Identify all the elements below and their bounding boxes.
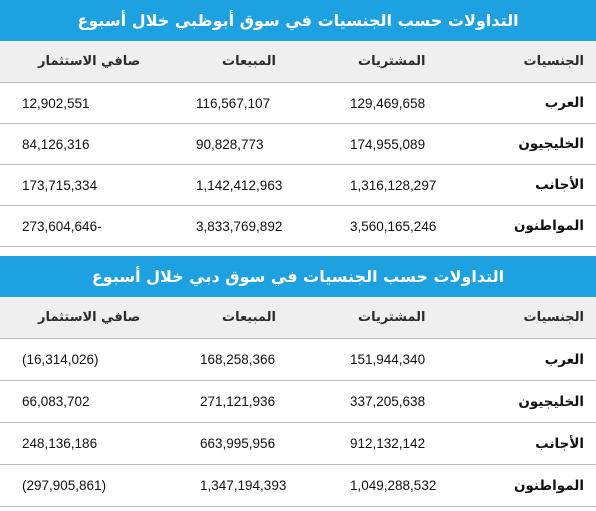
- dubai-table-block: التداولات حسب الجنسيات في سوق دبي خلال أ…: [0, 256, 596, 507]
- purchases-cell: 151,944,340: [350, 352, 426, 367]
- table-row: الخليجيون 174,955,089 90,828,773 84,126,…: [0, 124, 596, 165]
- table-row: الخليجيون 337,205,638 271,121,936 66,083…: [0, 381, 596, 423]
- header-nationality: الجنسيات: [523, 310, 585, 325]
- purchases-cell: 129,469,658: [350, 95, 426, 111]
- header-net: صافي الاستثمار: [38, 54, 141, 69]
- table-title: التداولات حسب الجنسيات في سوق دبي خلال أ…: [0, 256, 596, 297]
- sales-cell: 271,121,936: [200, 394, 276, 409]
- net-cell: (16,314,026): [22, 352, 99, 367]
- sales-cell: 90,828,773: [196, 136, 264, 152]
- table-row: الأجانب 912,132,142 663,995,956 248,136,…: [0, 423, 596, 465]
- nationality-cell: الخليجيون: [518, 136, 584, 152]
- table-title: التداولات حسب الجنسيات في سوق أبوظبي خلا…: [0, 0, 596, 41]
- table-row: المواطنون 3,560,165,246 3,833,769,892 27…: [0, 206, 596, 247]
- sales-cell: 1,142,412,963: [196, 177, 283, 193]
- table-row: المواطنون 1,049,288,532 1,347,194,393 (2…: [0, 465, 596, 507]
- nationality-cell: العرب: [544, 351, 584, 368]
- sales-cell: 1,347,194,393: [200, 478, 287, 493]
- sales-cell: 663,995,956: [200, 436, 276, 451]
- nationality-cell: الخليجيون: [518, 393, 584, 410]
- purchases-cell: 912,132,142: [350, 436, 426, 451]
- net-cell: (297,905,861): [22, 478, 107, 493]
- header-purchases: المشتريات: [358, 310, 426, 325]
- header-nationality: الجنسيات: [523, 54, 585, 69]
- nationality-cell: الأجانب: [535, 177, 584, 193]
- purchases-cell: 1,316,128,297: [350, 177, 437, 193]
- purchases-cell: 3,560,165,246: [350, 218, 437, 234]
- table-header-row: الجنسيات المشتريات المبيعات صافي الاستثم…: [0, 41, 596, 83]
- net-cell: 84,126,316: [22, 136, 90, 152]
- purchases-cell: 174,955,089: [350, 136, 426, 152]
- net-cell: 66,083,702: [22, 394, 90, 409]
- sales-cell: 116,567,107: [196, 95, 271, 111]
- sales-cell: 168,258,366: [200, 352, 276, 367]
- purchases-cell: 1,049,288,532: [350, 478, 437, 493]
- abu-dhabi-table-block: التداولات حسب الجنسيات في سوق أبوظبي خلا…: [0, 0, 596, 247]
- table-row: العرب 129,469,658 116,567,107 12,902,551: [0, 83, 596, 124]
- net-cell: 273,604,646-: [22, 218, 102, 234]
- table-row: الأجانب 1,316,128,297 1,142,412,963 173,…: [0, 165, 596, 206]
- nationality-cell: العرب: [544, 95, 584, 111]
- nationality-cell: الأجانب: [535, 435, 584, 452]
- net-cell: 248,136,186: [22, 436, 98, 451]
- data-table: الجنسيات المشتريات المبيعات صافي الاستثم…: [0, 297, 596, 507]
- data-table: الجنسيات المشتريات المبيعات صافي الاستثم…: [0, 41, 596, 247]
- header-sales: المبيعات: [222, 310, 276, 325]
- table-header-row: الجنسيات المشتريات المبيعات صافي الاستثم…: [0, 297, 596, 339]
- nationality-cell: المواطنون: [513, 218, 584, 234]
- purchases-cell: 337,205,638: [350, 394, 426, 409]
- nationality-cell: المواطنون: [513, 477, 584, 494]
- header-purchases: المشتريات: [358, 54, 426, 69]
- net-cell: 173,715,334: [22, 177, 98, 193]
- header-sales: المبيعات: [222, 54, 276, 69]
- sales-cell: 3,833,769,892: [196, 218, 283, 234]
- table-row: العرب 151,944,340 168,258,366 (16,314,02…: [0, 339, 596, 381]
- net-cell: 12,902,551: [22, 95, 90, 111]
- header-net: صافي الاستثمار: [38, 310, 141, 325]
